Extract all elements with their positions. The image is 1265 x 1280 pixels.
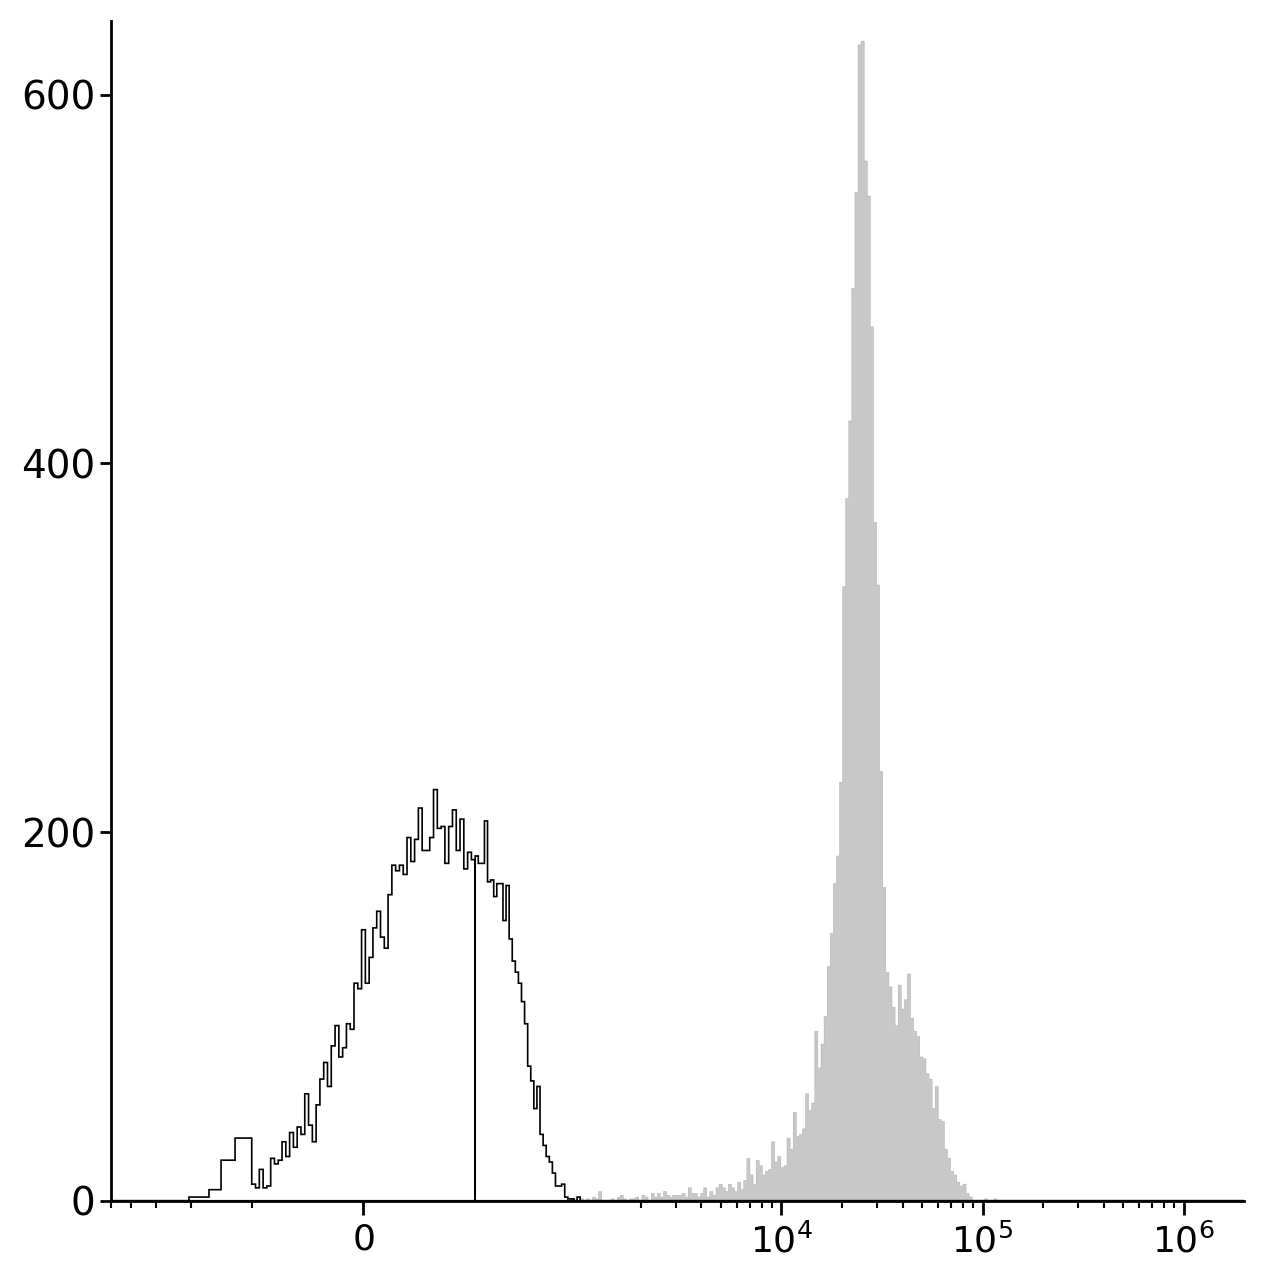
- Polygon shape: [111, 41, 1243, 1201]
- Polygon shape: [111, 790, 1243, 1201]
